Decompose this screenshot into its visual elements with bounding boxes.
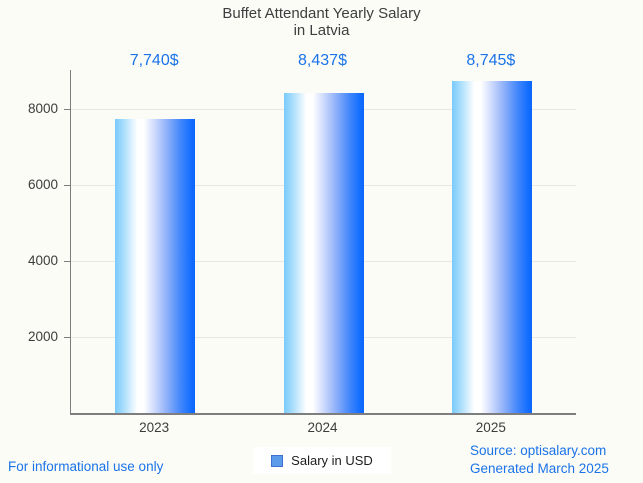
bar-value-label: 8,745$ xyxy=(466,52,516,69)
plot-area xyxy=(70,70,576,415)
legend-square-icon xyxy=(271,454,284,467)
bar-2023[interactable] xyxy=(115,119,196,413)
chart-title-line1: Buffet Attendant Yearly Salary xyxy=(222,5,421,22)
x-tick-label: 2025 xyxy=(475,420,506,435)
chart-title: Buffet Attendant Yearly Salary in Latvia xyxy=(0,5,643,39)
y-tick-label: 6000 xyxy=(27,177,58,193)
source-link[interactable]: Source: optisalary.com xyxy=(470,443,607,458)
generated-date: Generated March 2025 xyxy=(470,461,609,476)
y-tick-label: 4000 xyxy=(27,253,58,269)
y-tick-label: 2000 xyxy=(27,329,58,345)
x-tick-label: 2024 xyxy=(307,420,338,435)
x-tick-label: 2023 xyxy=(139,420,170,435)
source-block: Source: optisalary.com Generated March 2… xyxy=(470,442,609,478)
bar-2025[interactable] xyxy=(451,81,532,413)
chart-title-line2: in Latvia xyxy=(293,22,350,39)
bar-2024[interactable] xyxy=(283,92,364,413)
y-tick-label: 8000 xyxy=(27,101,58,117)
legend-label: Salary in USD xyxy=(291,453,373,468)
legend: Salary in USD xyxy=(253,447,391,474)
bar-value-label: 7,740$ xyxy=(129,52,179,69)
y-axis-tick-mark xyxy=(64,261,70,263)
y-axis-tick-mark xyxy=(64,185,70,187)
y-axis-tick-mark xyxy=(64,337,70,339)
disclaimer-text: For informational use only xyxy=(8,459,164,474)
y-axis-tick-mark xyxy=(64,109,70,111)
bar-value-label: 8,437$ xyxy=(298,52,347,69)
